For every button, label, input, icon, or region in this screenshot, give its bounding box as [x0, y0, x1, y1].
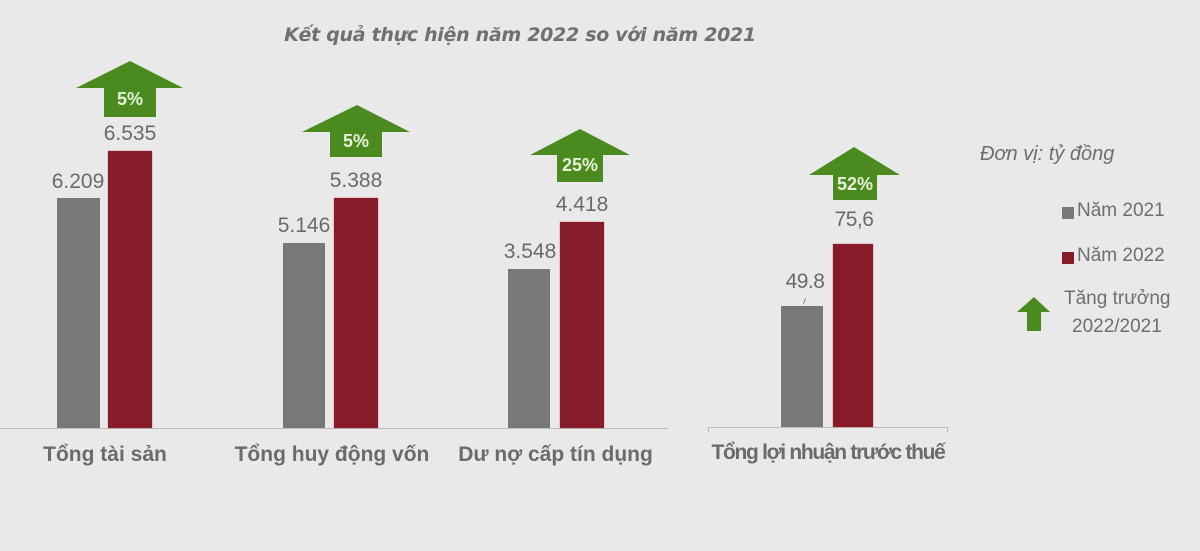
value-label-2021: 5.146 — [277, 214, 331, 237]
bar-2021-total-assets — [57, 198, 100, 428]
x-axis-main — [0, 428, 668, 429]
legend-swatch-2022 — [1062, 252, 1074, 264]
legend-growth-arrow-icon — [1017, 297, 1050, 331]
growth-label: 5% — [342, 131, 369, 151]
chart-title: Kết quả thực hiện năm 2022 so với năm 20… — [284, 24, 756, 46]
value-label-2022: 6.535 — [103, 122, 157, 145]
growth-label: 52% — [836, 174, 874, 194]
bar-2021-profit — [781, 306, 823, 427]
x-axis-profit — [708, 427, 948, 428]
bar-2021-credit — [508, 269, 550, 428]
growth-arrow-icon — [76, 61, 183, 117]
bar-2022-total-assets — [108, 151, 152, 428]
bar-2022-credit — [560, 222, 604, 428]
legend-label-growth: Tăng trưởng — [1064, 288, 1171, 309]
bar-2022-total-funding — [334, 198, 378, 428]
value-label-2021: 49.8 — [785, 270, 825, 293]
legend-label-2022: Năm 2022 — [1077, 245, 1165, 266]
value-label-2021: 6.209 — [51, 170, 105, 193]
growth-arrow-icon — [302, 105, 410, 157]
legend-swatch-2021 — [1062, 207, 1074, 219]
unit-note: Đơn vị: tỷ đồng — [980, 143, 1115, 165]
growth-label: 25% — [561, 155, 599, 175]
category-label: Tổng tài sản — [43, 443, 167, 466]
bar-2021-total-funding — [283, 243, 325, 428]
value-label-2022: 75,6 — [834, 208, 874, 231]
value-label-2021: 3.548 — [503, 240, 557, 263]
growth-arrow-icon — [809, 147, 900, 200]
category-label: Dư nợ cấp tín dụng — [458, 443, 653, 466]
value-label-2022: 5.388 — [329, 169, 383, 192]
category-label: Tổng huy động vốn — [234, 443, 430, 466]
legend-label-2021: Năm 2021 — [1077, 200, 1165, 221]
axis-tick — [708, 427, 709, 433]
category-label: Tổng lợi nhuận trước thuế — [711, 441, 945, 464]
leader-line — [803, 298, 806, 304]
axis-tick — [947, 427, 948, 433]
bar-2022-profit — [833, 244, 873, 427]
legend-label-growth-period: 2022/2021 — [1072, 316, 1162, 337]
growth-label: 5% — [116, 89, 143, 109]
growth-arrow-icon — [530, 129, 630, 182]
value-label-2022: 4.418 — [555, 193, 609, 216]
